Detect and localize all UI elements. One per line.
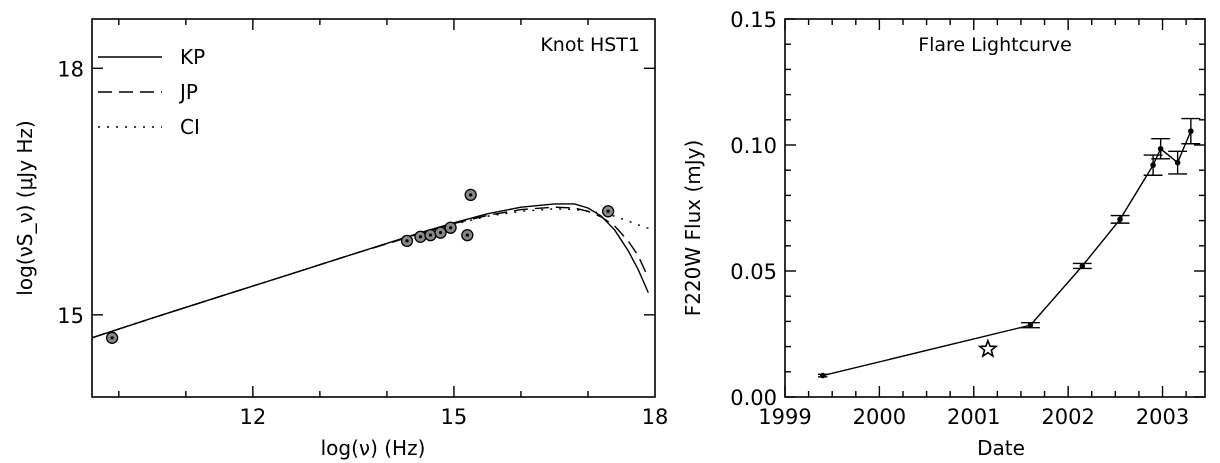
sed-data-point-center [405,239,409,243]
sed-data-points [105,188,615,344]
sed-y-tick-label: 18 [57,57,84,81]
lightcurve-data-point [1150,162,1156,168]
lightcurve-y-tick-label: 0.05 [730,260,777,284]
sed-y-axis-label: log(νS_ν) (μJy Hz) [13,120,37,295]
sed-x-tick-label: 18 [642,405,669,429]
sed-data-point-center [418,235,423,239]
lightcurve-x-tick-label: 2001 [947,405,1000,429]
sed-model-curve-kp [91,203,649,339]
lightcurve-plot-frame [784,18,1206,398]
lightcurve-data-point [1079,263,1086,269]
star-marker-icon [977,338,999,358]
lightcurve-y-tick-label: 0.15 [730,8,777,32]
sed-data-point-center [606,209,610,213]
sed-legend-label: JP [178,80,198,104]
sed-data-point-center [448,226,453,230]
sed-panel: Knot HST1 log(ν) (Hz) log(νS_ν) (μJy Hz)… [13,18,668,460]
sed-model-curve-jp [91,206,649,339]
sed-x-axis-label: log(ν) (Hz) [321,436,426,460]
lightcurve-line [822,130,1192,377]
lightcurve-data-point [1157,145,1164,152]
lightcurve-x-tick-label: 2003 [1136,405,1189,429]
lightcurve-data-point [1027,322,1034,328]
lightcurve-x-tick-label: 2002 [1041,405,1094,429]
lightcurve-x-tick-label: 2000 [853,405,906,429]
sed-data-point-center [428,233,433,237]
lightcurve-data-point [1174,159,1181,166]
sed-legend-label: CI [180,115,200,139]
lightcurve-x-axis-label: Date [977,436,1025,460]
sed-data-point-center [465,233,469,237]
lightcurve-data-point [1117,216,1123,223]
lightcurve-data-point [819,372,826,379]
sed-data-point-center [110,336,114,340]
lightcurve-ticks: 1999 2000 2001 2002 2003 0.00 0.05 0.10 0.15 [730,8,1205,429]
sed-data-point-center [469,193,473,197]
sed-legend-label: KP [180,45,205,69]
sed-model-curve-ci [91,208,652,339]
sed-x-tick-label: 15 [441,405,468,429]
lightcurve-y-tick-label: 0.10 [730,134,777,158]
sed-x-tick-label: 12 [239,405,266,429]
sed-model-curves [91,203,652,339]
sed-panel-title: Knot HST1 [540,34,640,56]
lightcurve-data-point [1188,128,1194,134]
lightcurve-panel: Flare Lightcurve Date F220W Flux (mJy) 1… [681,8,1206,460]
sed-legend: KP JP CI [98,45,205,139]
lightcurve-y-axis-label: F220W Flux (mJy) [681,140,705,317]
sed-ticks: 12 15 18 15 18 [57,19,668,429]
lightcurve-x-tick-label: 1999 [758,405,811,429]
sed-data-point-center [438,231,443,235]
sed-plot-frame [91,18,656,398]
lightcurve-series [818,117,1201,379]
lightcurve-panel-title: Flare Lightcurve [918,34,1072,56]
sed-y-tick-label: 15 [57,304,84,328]
lightcurve-y-tick-label: 0.00 [730,386,777,410]
